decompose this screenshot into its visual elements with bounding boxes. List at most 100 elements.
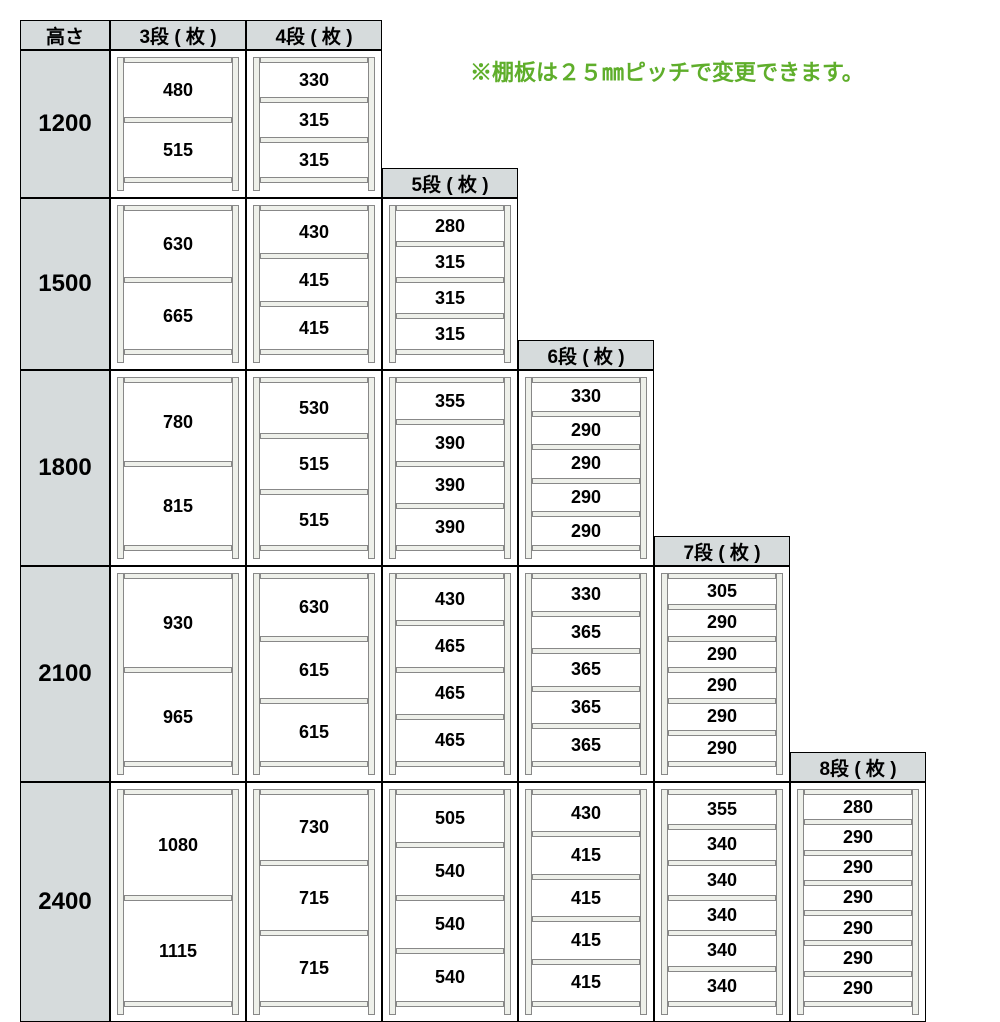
shelf-gap-value: 305 xyxy=(668,579,776,604)
shelf-bays: 630665 xyxy=(124,205,232,363)
shelf-post xyxy=(232,205,239,363)
shelf-diagram: 730715715 xyxy=(253,789,375,1015)
shelf-diagram: 280315315315 xyxy=(389,205,511,363)
shelf-post xyxy=(368,573,375,775)
col-header-3: 3段 ( 枚 ) xyxy=(110,20,246,50)
shelf-bays: 930965 xyxy=(124,573,232,775)
shelf-diagram: 330315315 xyxy=(253,57,375,191)
shelf-gap-value: 290 xyxy=(804,946,912,970)
shelf-gap-value: 530 xyxy=(260,383,368,433)
shelf-gap-value: 465 xyxy=(396,673,504,714)
cell-1800-3: 780815 xyxy=(110,370,246,566)
shelf-gap-value: 715 xyxy=(260,936,368,1001)
shelf-gap-value: 415 xyxy=(260,259,368,301)
shelf-gap-value: 290 xyxy=(804,886,912,910)
cell-1800-5: 355390390390 xyxy=(382,370,518,566)
row-header-label: 高さ xyxy=(20,20,110,50)
shelf-post xyxy=(389,205,396,363)
shelf-post xyxy=(368,789,375,1015)
cell-1800-6: 330290290290290 xyxy=(518,370,654,566)
shelf-bays: 430415415 xyxy=(260,205,368,363)
shelf-gap-value: 430 xyxy=(532,795,640,831)
cell-1200-4: 330315315 xyxy=(246,50,382,198)
shelf-post xyxy=(504,573,511,775)
shelf-gap-value: 365 xyxy=(532,729,640,761)
shelf-gap-value: 465 xyxy=(396,626,504,667)
note-text: ※棚板は２５㎜ピッチで変更できます。 xyxy=(470,55,864,87)
shelf-gap-value: 365 xyxy=(532,654,640,686)
shelf-gap-value: 465 xyxy=(396,720,504,761)
shelf-gap-value: 365 xyxy=(532,617,640,649)
shelf-diagram: 430415415 xyxy=(253,205,375,363)
shelf-gap-value: 415 xyxy=(260,307,368,349)
shelf-post xyxy=(232,377,239,559)
shelf-gap-value: 340 xyxy=(668,972,776,1001)
col-header-8: 8段 ( 枚 ) xyxy=(790,752,926,782)
shelf-gap-value: 415 xyxy=(532,837,640,873)
shelf-bays: 330365365365365 xyxy=(532,573,640,775)
shelf-gap-value: 630 xyxy=(260,579,368,636)
shelf-size-chart: ※棚板は２５㎜ピッチで変更できます。 高さ3段 ( 枚 )4段 ( 枚 )5段 … xyxy=(20,20,980,980)
shelf-post xyxy=(117,377,124,559)
shelf-gap-value: 330 xyxy=(532,383,640,411)
shelf-post xyxy=(117,205,124,363)
shelf-gap-value: 415 xyxy=(532,965,640,1001)
shelf-gap-value: 515 xyxy=(260,495,368,545)
shelf-bays: 530 515 515 xyxy=(260,377,368,559)
shelf-bays: 330290290290290 xyxy=(532,377,640,559)
shelf-gap-value: 290 xyxy=(668,704,776,729)
shelf-foot xyxy=(668,767,776,775)
shelf-foot xyxy=(532,767,640,775)
shelf-gap-value: 715 xyxy=(260,866,368,931)
shelf-bays: 480515 xyxy=(124,57,232,191)
shelf-diagram: 930965 xyxy=(117,573,239,775)
shelf-gap-value: 315 xyxy=(396,247,504,277)
shelf-gap-value: 290 xyxy=(668,673,776,698)
shelf-foot xyxy=(532,551,640,559)
shelf-gap-value: 965 xyxy=(124,673,232,761)
shelf-foot xyxy=(396,1007,504,1015)
cell-1800-4: 530 515 515 xyxy=(246,370,382,566)
col-header-4: 4段 ( 枚 ) xyxy=(246,20,382,50)
shelf-post xyxy=(389,377,396,559)
shelf-gap-value: 290 xyxy=(804,977,912,1001)
shelf-foot xyxy=(260,355,368,363)
shelf-foot xyxy=(260,767,368,775)
shelf-gap-value: 930 xyxy=(124,579,232,667)
shelf-gap-value: 430 xyxy=(396,579,504,620)
shelf-post xyxy=(661,573,668,775)
shelf-post xyxy=(117,789,124,1015)
shelf-diagram: 505540540540 xyxy=(389,789,511,1015)
shelf-gap-value: 315 xyxy=(396,283,504,313)
shelf-gap-value: 505 xyxy=(396,795,504,842)
row-label-1800: 1800 xyxy=(20,370,110,566)
shelf-post xyxy=(253,573,260,775)
shelf-bays: 730715715 xyxy=(260,789,368,1015)
cell-2400-7: 355340340340340340 xyxy=(654,782,790,1022)
shelf-foot xyxy=(124,183,232,191)
shelf-gap-value: 1115 xyxy=(124,901,232,1001)
shelf-diagram: 355340340340340340 xyxy=(661,789,783,1015)
shelf-gap-value: 355 xyxy=(668,795,776,824)
shelf-post xyxy=(504,377,511,559)
cell-2100-3: 930965 xyxy=(110,566,246,782)
shelf-diagram: 530 515 515 xyxy=(253,377,375,559)
shelf-gap-value: 290 xyxy=(532,517,640,545)
shelf-gap-value: 540 xyxy=(396,848,504,895)
shelf-foot xyxy=(124,551,232,559)
shelf-gap-value: 290 xyxy=(532,450,640,478)
row-label-2100: 2100 xyxy=(20,566,110,782)
shelf-post xyxy=(117,57,124,191)
shelf-post xyxy=(525,573,532,775)
shelf-gap-value: 515 xyxy=(260,439,368,489)
shelf-post xyxy=(776,789,783,1015)
shelf-gap-value: 340 xyxy=(668,936,776,965)
shelf-post xyxy=(661,789,668,1015)
row-label-2400: 2400 xyxy=(20,782,110,1022)
shelf-diagram: 330365365365365 xyxy=(525,573,647,775)
cell-2100-4: 630615615 xyxy=(246,566,382,782)
shelf-gap-value: 290 xyxy=(804,916,912,940)
shelf-bays: 430 465 465 465 xyxy=(396,573,504,775)
shelf-gap-value: 330 xyxy=(532,579,640,611)
shelf-gap-value: 540 xyxy=(396,901,504,948)
